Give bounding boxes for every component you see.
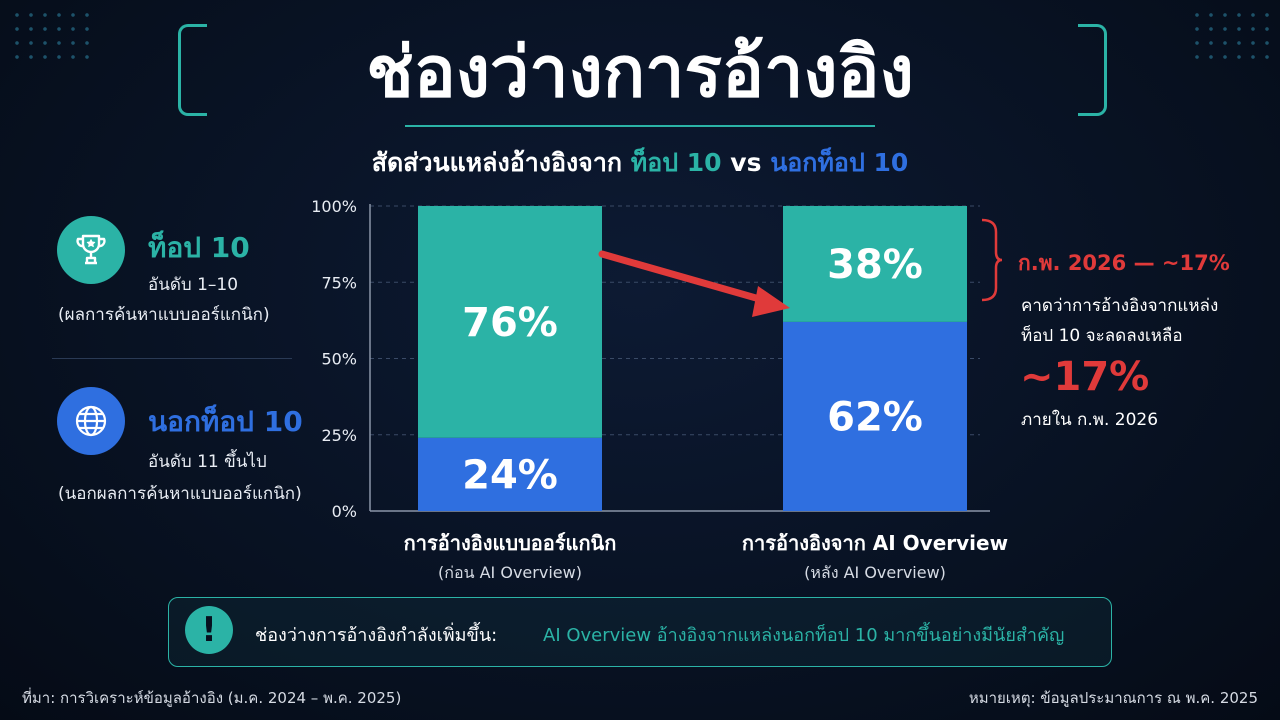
- x-category-sublabel: (หลัง AI Overview): [804, 563, 946, 582]
- projection-line2: ท็อป 10 จะลดลงเหลือ: [1021, 326, 1183, 346]
- bar-segment: [418, 206, 602, 438]
- y-tick-label: 75%: [321, 273, 357, 292]
- projection-header: ก.พ. 2026 — ~17%: [1018, 251, 1230, 275]
- subtitle-outside: นอกท็อป 10: [770, 148, 909, 177]
- trend-arrow-line: [598, 250, 774, 306]
- exclamation-icon: !: [185, 606, 233, 654]
- title-bracket-right: [1078, 24, 1107, 116]
- bar-value-label: 38%: [827, 242, 923, 288]
- callout-lead: ช่องว่างการอ้างอิงกำลังเพิ่มขึ้น:: [255, 625, 498, 646]
- y-tick-label: 100%: [311, 197, 357, 216]
- y-tick-label: 50%: [321, 350, 357, 369]
- x-category-label: การอ้างอิงแบบออร์แกนิก: [404, 531, 617, 555]
- bar-value-label: 24%: [462, 452, 558, 498]
- x-category-sublabel: (ก่อน AI Overview): [438, 563, 582, 582]
- projection-big-value: ~17%: [1020, 354, 1150, 400]
- bar-value-label: 76%: [462, 300, 558, 346]
- x-category-label: การอ้างอิงจาก AI Overview: [742, 531, 1008, 555]
- title-underline: [405, 125, 875, 127]
- legend-divider: [52, 358, 292, 359]
- legend-top10-range: อันดับ 1–10: [148, 275, 239, 295]
- title-bracket-left: [178, 24, 207, 116]
- decor-dots-right: [1190, 8, 1270, 64]
- callout-box: [168, 597, 1112, 667]
- legend-top10-title: ท็อป 10: [148, 231, 250, 264]
- legend-top10-desc: (ผลการค้นหาแบบออร์แกนิก): [58, 305, 270, 325]
- trophy-icon: [57, 216, 125, 284]
- bar-segment: [783, 321, 967, 511]
- projection-line3: ภายใน ก.พ. 2026: [1021, 410, 1159, 430]
- page-title: ช่องว่างการอ้างอิง: [366, 31, 914, 113]
- legend-outside-range: อันดับ 11 ขึ้นไป: [148, 452, 267, 472]
- subtitle-top10: ท็อป 10: [630, 148, 722, 177]
- callout-message: AI Overview อ้างอิงจากแหล่งนอกท็อป 10 มา…: [543, 625, 1065, 646]
- legend-outside-desc: (นอกผลการค้นหาแบบออร์แกนิก): [58, 484, 302, 504]
- bar-value-label: 62%: [827, 394, 923, 440]
- projection-line1: คาดว่าการอ้างอิงจากแหล่ง: [1021, 296, 1219, 316]
- subtitle-prefix: สัดส่วนแหล่งอ้างอิงจาก: [371, 148, 622, 177]
- bar-segment: [783, 206, 967, 322]
- projection-bracket: [981, 218, 1003, 302]
- subtitle-vs: vs: [730, 148, 762, 177]
- stacked-bar-chart: 0% 25% 50% 75% 100% 24% 76% การอ้างอิงแบบออร์แก…: [311, 197, 1008, 582]
- decor-dots-left: [10, 8, 90, 64]
- y-tick-label: 0%: [332, 502, 357, 521]
- globe-icon: [57, 387, 125, 455]
- y-tick-label: 25%: [321, 426, 357, 445]
- legend-outside-title: นอกท็อป 10: [148, 405, 303, 438]
- chart-subtitle: สัดส่วนแหล่งอ้างอิงจาก ท็อป 10 vs นอกท็อ…: [0, 146, 1280, 180]
- bar-segment: [418, 437, 602, 511]
- footer-note: หมายเหตุ: ข้อมูลประมาณการ ณ พ.ค. 2025: [968, 689, 1258, 707]
- trend-arrow-head: [752, 286, 790, 317]
- footer-source: ที่มา: การวิเคราะห์ข้อมูลอ้างอิง (ม.ค. 2…: [22, 689, 402, 707]
